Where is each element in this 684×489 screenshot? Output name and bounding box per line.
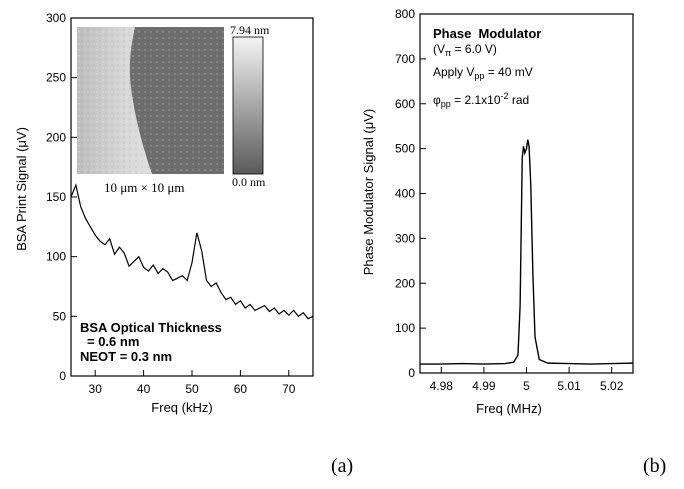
x-tick-label: 5.01: [557, 379, 581, 393]
chart-a-annotation-1: BSA Optical Thickness: [80, 320, 222, 335]
chart-a-ticks: 0 50 100 150 200 250 300 30 40 50 60 70: [46, 11, 296, 396]
y-tick-label: 150: [46, 190, 66, 204]
x-tick-label: 4.98: [430, 379, 454, 393]
y-tick-label: 800: [395, 7, 415, 21]
y-tick-label: 600: [395, 97, 415, 111]
chart-b-series-line: [420, 139, 634, 365]
y-tick-label: 250: [46, 71, 66, 85]
y-tick-label: 400: [395, 187, 415, 201]
x-tick-label: 5.02: [600, 379, 624, 393]
afm-scale-min: 0.0 nm: [232, 175, 266, 189]
x-tick-label: 30: [89, 382, 103, 396]
y-tick-label: 300: [395, 231, 415, 245]
x-tick-label: 70: [282, 382, 296, 396]
afm-inset: 7.94 nm 0.0 nm 10 μm × 10 μm: [77, 23, 270, 195]
y-tick-label: 0: [408, 366, 415, 380]
chart-b-annotation-vpi: (Vπ = 6.0 V): [433, 42, 497, 58]
y-tick-label: 200: [395, 276, 415, 290]
afm-image-texture: [77, 27, 224, 174]
x-tick-label: 4.99: [472, 379, 496, 393]
y-tick-label: 0: [59, 369, 66, 383]
y-tick-label: 100: [395, 321, 415, 335]
panel-label-a: (a): [331, 455, 354, 477]
chart-a: 0 50 100 150 200 250 300 30 40 50 60 70: [14, 11, 314, 415]
chart-b-y-label: Phase Modulator Signal (μV): [361, 109, 376, 275]
x-tick-label: 60: [234, 382, 248, 396]
x-tick-label: 50: [185, 382, 199, 396]
chart-a-y-label: BSA Print Signal (μV): [14, 127, 29, 251]
chart-a-annotation-2: = 0.6 nm: [87, 334, 139, 349]
chart-b-annotation-phi: φpp = 2.1x10-2 rad: [433, 91, 529, 109]
afm-caption: 10 μm × 10 μm: [104, 180, 185, 195]
x-tick-label: 40: [137, 382, 151, 396]
chart-a-series-line: [70, 183, 314, 320]
afm-scale-max: 7.94 nm: [230, 23, 270, 37]
afm-scale-bar: [232, 36, 264, 175]
chart-a-x-label: Freq (kHz): [151, 400, 212, 415]
y-tick-label: 300: [46, 11, 66, 25]
y-tick-label: 50: [53, 309, 67, 323]
chart-b-x-label: Freq (MHz): [476, 401, 542, 416]
chart-b-annotation-title: Phase Modulator: [433, 26, 541, 41]
panel-label-b: (b): [643, 455, 667, 477]
chart-b-ticks: 0 100 200 300 400 500 600 700 800 4.98 4.99 5 5.01 5.…: [395, 7, 624, 393]
chart-b-annotation-vpp: Apply Vpp = 40 mV: [433, 65, 533, 81]
y-tick-label: 200: [46, 130, 66, 144]
y-tick-label: 700: [395, 52, 415, 66]
y-tick-label: 500: [395, 142, 415, 156]
chart-b: 0 100 200 300 400 500 600 700 800 4.98 4.99 5 5.01 5.…: [361, 7, 634, 416]
chart-a-annotation-3: NEOT = 0.3 nm: [80, 349, 172, 364]
x-tick-label: 5: [523, 379, 530, 393]
y-tick-label: 100: [46, 250, 66, 264]
